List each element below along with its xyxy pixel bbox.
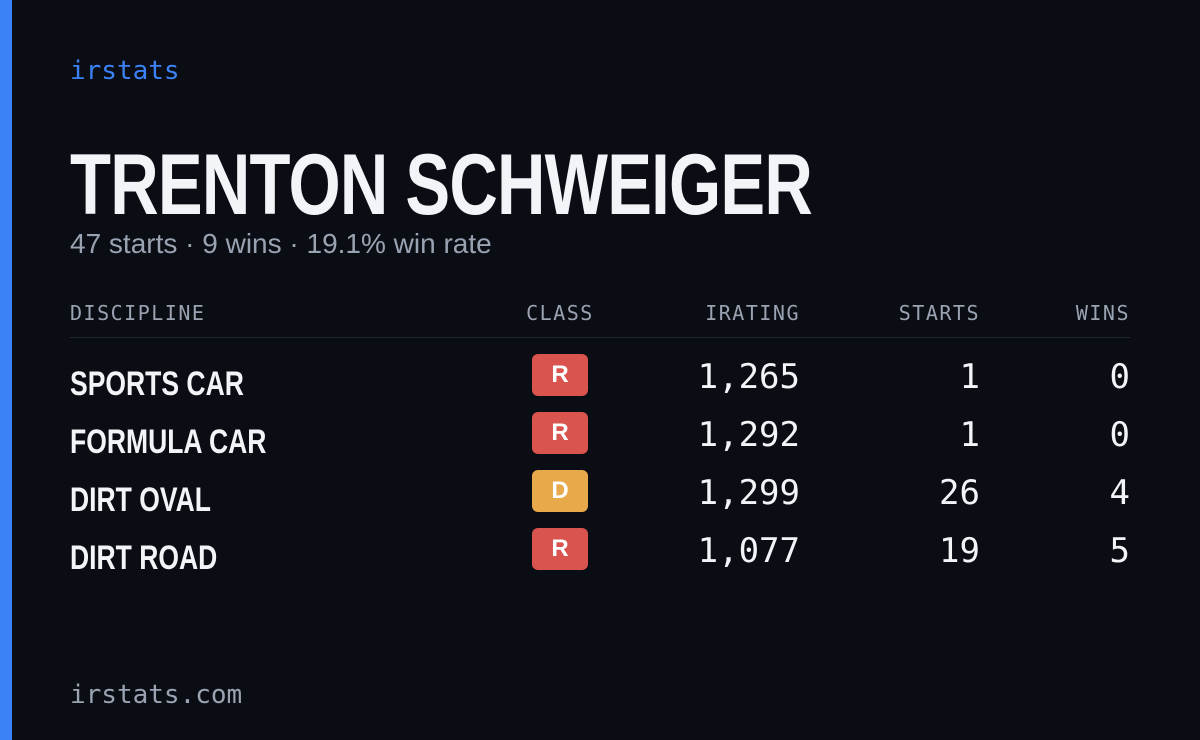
- cell-irating: 1,292: [697, 415, 800, 455]
- discipline: DIRT ROAD: [70, 539, 218, 577]
- discipline: FORMULA CAR: [70, 423, 267, 461]
- discipline: SPORTS CAR: [70, 365, 244, 403]
- cell-wins: 5: [1109, 531, 1130, 571]
- column-header: IRATING: [705, 301, 800, 325]
- cell-starts: 19: [939, 531, 980, 571]
- cell-wins: 0: [1109, 415, 1130, 455]
- header-rule: [70, 337, 1130, 338]
- cell-starts: 1: [959, 415, 980, 455]
- class-badge: D: [532, 470, 588, 512]
- footer: irstats.com: [70, 680, 243, 710]
- class-badge: R: [532, 412, 588, 454]
- column-header: WINS: [1075, 301, 1130, 325]
- cell-starts: 1: [959, 357, 980, 397]
- brand: irstats: [70, 56, 180, 86]
- cell-wins: 0: [1109, 357, 1130, 397]
- column-header: STARTS: [898, 301, 980, 325]
- cell-wins: 4: [1109, 473, 1130, 513]
- class-badge: R: [532, 354, 588, 396]
- class-badge: R: [532, 528, 588, 570]
- cell-irating: 1,077: [697, 531, 800, 571]
- discipline: DIRT OVAL: [70, 481, 211, 519]
- driver-name: TRENTON SCHWEIGER: [70, 137, 813, 233]
- cell-starts: 26: [939, 473, 980, 513]
- cell-irating: 1,299: [697, 473, 800, 513]
- driver-summary: 47 starts · 9 wins · 19.1% win rate: [70, 228, 492, 259]
- column-header: DISCIPLINE: [70, 301, 206, 325]
- column-header: CLASS: [526, 301, 594, 325]
- cell-irating: 1,265: [697, 357, 800, 397]
- accent-bar: [0, 0, 12, 740]
